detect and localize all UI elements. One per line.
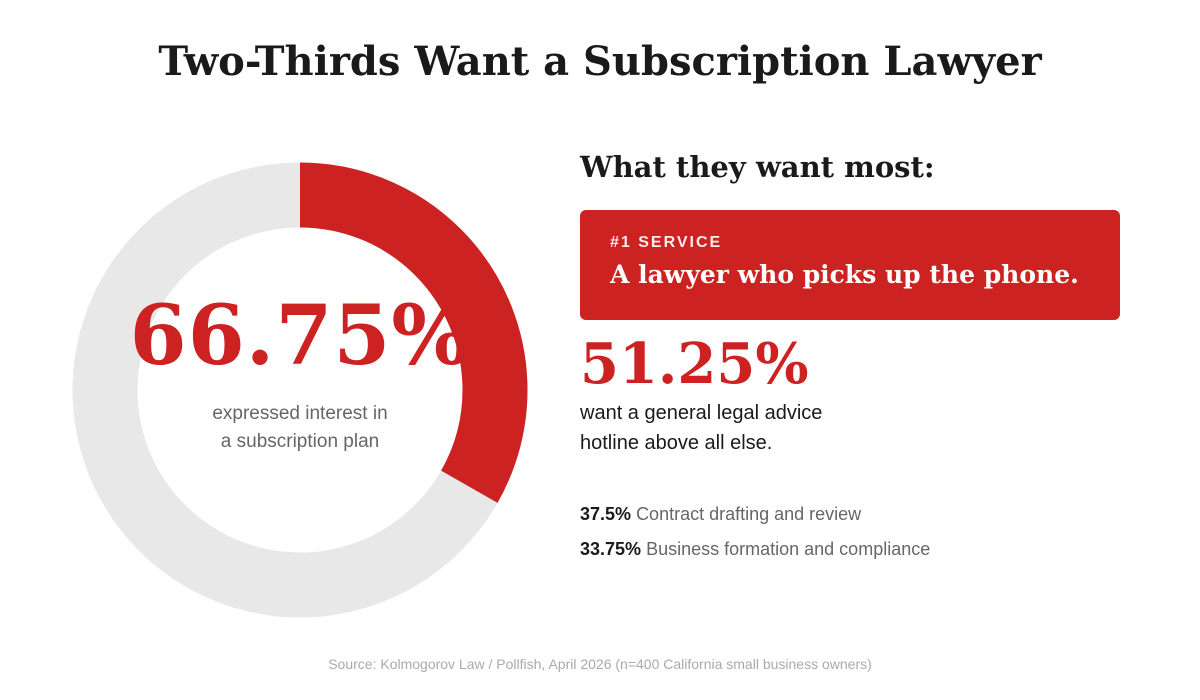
other-service-item: 37.5% Contract drafting and review <box>580 503 930 538</box>
other-services-list: 37.5% Contract drafting and review 33.75… <box>580 503 930 573</box>
donut-caption-line1: expressed interest in <box>212 403 388 424</box>
hotline-desc-line1: want a general legal advice <box>580 402 823 424</box>
page-title: Two-Thirds Want a Subscription Lawyer <box>158 38 1042 85</box>
donut-caption-line2: a subscription plan <box>220 431 380 452</box>
top-service-text: A lawyer who picks up the phone. <box>610 260 1079 289</box>
donut-chart: 66.75% expressed interest in a subscript… <box>70 160 530 620</box>
donut-ring <box>72 162 528 618</box>
other-service-value: 37.5% <box>580 504 632 524</box>
donut-fill-arc <box>72 162 528 618</box>
donut-caption: expressed interest in a subscription pla… <box>70 400 530 456</box>
other-service-label: Business formation and compliance <box>646 539 931 559</box>
top-service-tag: #1 SERVICE <box>610 234 723 251</box>
source-note: Source: Kolmogorov Law / Pollfish, April… <box>328 656 872 672</box>
other-service-value: 33.75% <box>580 539 642 559</box>
hotline-description: want a general legal advice hotline abov… <box>580 398 822 458</box>
hotline-desc-line2: hotline above all else. <box>580 432 773 454</box>
other-service-label: Contract drafting and review <box>636 504 862 524</box>
wants-heading: What they want most: <box>580 150 935 184</box>
other-service-item: 33.75% Business formation and compliance <box>580 538 930 573</box>
top-service-card: #1 SERVICE A lawyer who picks up the pho… <box>580 210 1120 320</box>
hotline-percent: 51.25% <box>580 331 809 397</box>
subscription-interest-percent: 66.75% <box>129 288 471 384</box>
